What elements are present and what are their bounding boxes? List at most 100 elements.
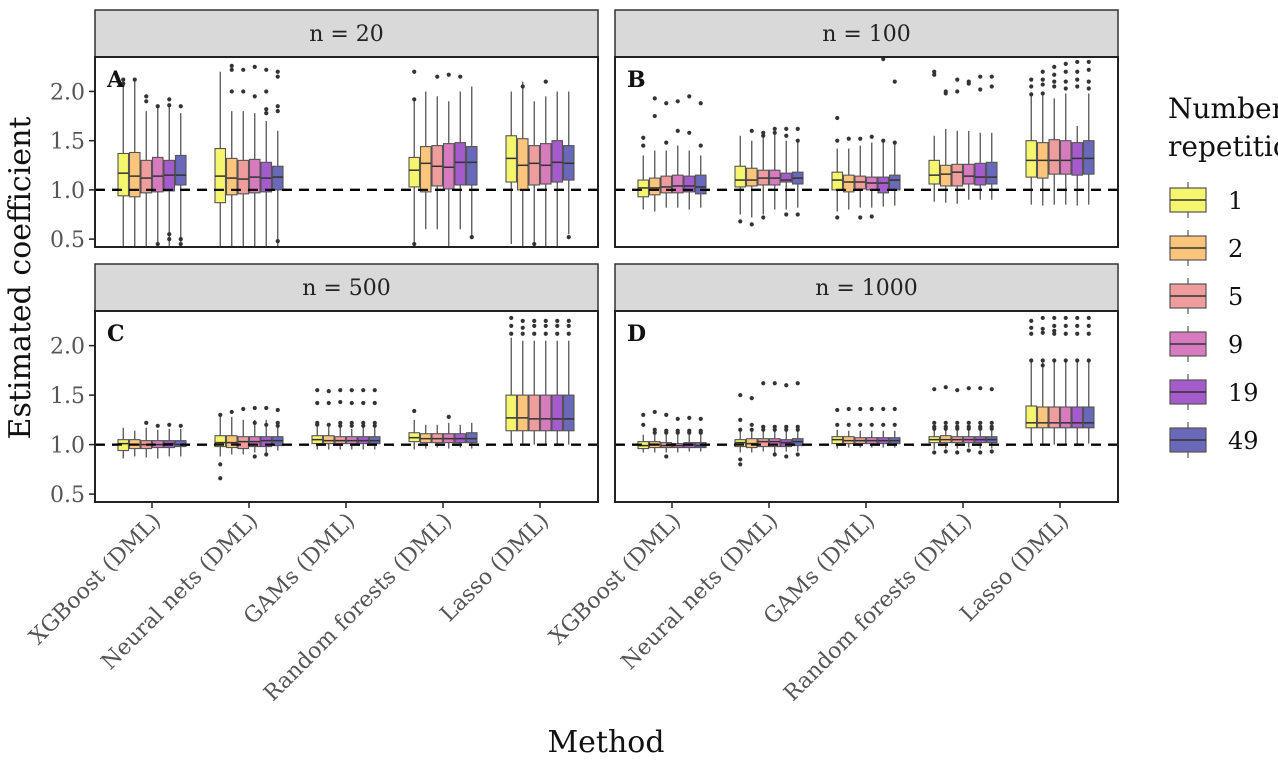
outlier-point (338, 423, 343, 428)
box (694, 174, 707, 195)
box (260, 436, 273, 448)
outlier-point (1040, 315, 1045, 321)
box-neural-nets-dml--rep-2 (225, 63, 238, 247)
box-xgboost-dml--rep-19 (683, 94, 696, 210)
outlier-point (795, 424, 800, 429)
panel-tag: D (627, 321, 646, 347)
box-lasso-dml--rep-19 (551, 318, 564, 445)
outlier-point (241, 67, 246, 72)
outlier-point (892, 79, 897, 84)
outlier-point (738, 393, 743, 398)
outlier-point (229, 89, 234, 94)
outlier-point (892, 140, 897, 145)
outlier-point (795, 138, 800, 143)
outlier-point (698, 143, 703, 148)
outlier-point (555, 323, 560, 328)
outlier-point (372, 388, 377, 393)
box-random-forests-dml--rep-1 (408, 69, 421, 247)
outlier-point (652, 113, 657, 119)
box (974, 162, 987, 186)
box (1036, 406, 1049, 429)
outlier-point (349, 388, 354, 393)
outlier-point (761, 215, 766, 220)
box-xgboost-dml--rep-49 (694, 101, 707, 208)
outlier-point (784, 133, 789, 138)
legend-item-2: 2 (1169, 230, 1243, 266)
outlier-point (869, 214, 874, 219)
box-xgboost-dml--rep-9 (671, 99, 684, 208)
y-tick-label: 0.5 (50, 228, 85, 253)
box (128, 151, 141, 198)
outlier-point (932, 420, 937, 425)
outlier-point (412, 97, 417, 102)
legend-title-line-2: repetitions (1168, 130, 1278, 163)
outlier-point (881, 138, 886, 143)
box-random-forests-dml--rep-1 (928, 69, 941, 202)
box-lasso-dml--rep-49 (1082, 59, 1095, 205)
box (117, 152, 130, 197)
outlier-point (846, 422, 851, 427)
outlier-point (155, 423, 160, 428)
outlier-point (795, 427, 800, 432)
outlier-point (795, 381, 800, 386)
y-tick-label: 1.0 (50, 434, 85, 459)
box-lasso-dml--rep-1 (1025, 318, 1038, 444)
box (408, 156, 421, 188)
outlier-point (858, 422, 863, 427)
outlier-point (869, 134, 874, 139)
outlier-point (955, 450, 960, 455)
outlier-point (687, 130, 692, 135)
outlier-point (555, 331, 560, 336)
legend-label: 2 (1228, 235, 1243, 263)
box-neural-nets-dml--rep-9 (768, 126, 781, 210)
outlier-point (275, 74, 280, 79)
y-tick-label: 0.5 (50, 483, 85, 508)
outlier-point (1075, 59, 1080, 65)
panel-d: n = 1000 D (614, 263, 1119, 508)
y-axis-label: Estimated coefficient (3, 117, 38, 440)
outlier-point (264, 405, 269, 411)
box-lasso-dml--rep-5 (1048, 315, 1061, 445)
outlier-point (784, 454, 789, 459)
outlier-point (1052, 328, 1057, 333)
box-neural-nets-dml--rep-5 (237, 406, 250, 455)
y-tick-label: 1.5 (50, 130, 85, 155)
box-gams-dml--rep-5 (854, 136, 867, 220)
box (877, 176, 890, 194)
box (465, 432, 478, 444)
outlier-point (978, 87, 983, 92)
box (174, 154, 187, 186)
box-lasso-dml--rep-1 (1025, 77, 1038, 205)
outlier-point (738, 427, 743, 432)
y-tick-label: 1.5 (50, 384, 85, 409)
outlier-point (846, 406, 851, 412)
outlier-point (858, 406, 863, 412)
outlier-point (687, 430, 692, 435)
box (831, 171, 844, 191)
outlier-point (761, 130, 766, 135)
outlier-point (784, 424, 789, 429)
outlier-point (1040, 330, 1045, 335)
outlier-point (543, 331, 548, 336)
outlier-point (1040, 363, 1045, 368)
outlier-point (509, 323, 514, 328)
box-lasso-dml--rep-9 (539, 79, 552, 247)
outlier-point (932, 450, 937, 455)
box (648, 177, 661, 196)
outlier-point (955, 388, 960, 393)
box-lasso-dml--rep-9 (1059, 61, 1072, 205)
box-lasso-dml--rep-2 (1036, 69, 1049, 206)
outlier-point (846, 136, 851, 141)
box (322, 435, 335, 445)
outlier-point (252, 405, 257, 411)
outlier-point (989, 84, 994, 89)
outlier-point (315, 388, 320, 393)
outlier-point (1086, 358, 1091, 363)
box (516, 394, 529, 432)
outlier-point (835, 138, 840, 143)
outlier-point (1040, 358, 1045, 363)
outlier-point (264, 89, 269, 94)
outlier-point (412, 69, 417, 74)
outlier-point (167, 97, 172, 102)
outlier-point (978, 420, 983, 425)
